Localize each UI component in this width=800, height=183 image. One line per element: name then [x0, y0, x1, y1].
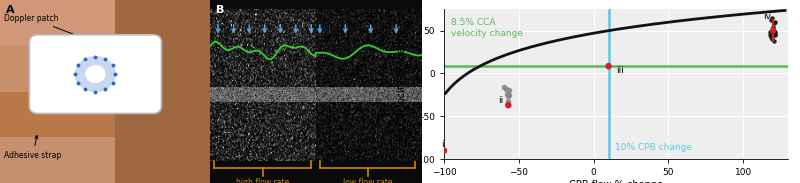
- Point: [765, 17, 778, 20]
- Text: high flow rate: high flow rate: [236, 178, 290, 183]
- Point: [502, 88, 515, 91]
- Text: 8.5% CCA
velocity change: 8.5% CCA velocity change: [451, 18, 523, 38]
- FancyBboxPatch shape: [0, 137, 210, 183]
- Point: [767, 25, 780, 28]
- Y-axis label: Max velocity % change: Max velocity % change: [398, 28, 407, 141]
- Point: [765, 35, 778, 38]
- Point: [769, 31, 782, 33]
- Text: i: i: [441, 140, 444, 149]
- Point: [764, 33, 777, 36]
- Point: [502, 94, 514, 97]
- Text: Doppler patch: Doppler patch: [4, 14, 90, 41]
- Point: [767, 39, 780, 42]
- Text: ii: ii: [498, 96, 503, 105]
- FancyBboxPatch shape: [115, 0, 210, 183]
- Point: [766, 34, 779, 37]
- Point: [765, 31, 778, 34]
- Point: [766, 32, 779, 35]
- Point: [502, 93, 515, 96]
- Point: [769, 32, 782, 35]
- Point: [764, 31, 777, 34]
- Point: [766, 29, 779, 32]
- Polygon shape: [75, 57, 115, 92]
- Point: [501, 92, 514, 95]
- Text: A: A: [6, 5, 15, 16]
- Text: C: C: [399, 0, 409, 3]
- Text: B: B: [216, 5, 224, 16]
- Point: [498, 85, 510, 88]
- Point: [766, 38, 778, 41]
- FancyBboxPatch shape: [210, 0, 422, 183]
- FancyBboxPatch shape: [0, 92, 210, 137]
- Text: Adhesive strap: Adhesive strap: [4, 136, 62, 160]
- Point: [602, 65, 615, 68]
- Point: [769, 21, 782, 24]
- Point: [766, 28, 779, 31]
- Text: iv: iv: [763, 12, 771, 20]
- Point: [768, 29, 781, 32]
- FancyBboxPatch shape: [0, 46, 210, 92]
- FancyBboxPatch shape: [30, 35, 162, 113]
- Point: [499, 88, 512, 91]
- Point: [765, 19, 778, 22]
- Point: [502, 104, 514, 107]
- FancyBboxPatch shape: [0, 0, 210, 46]
- Text: 10% CPB change: 10% CPB change: [614, 143, 691, 152]
- Point: [769, 34, 782, 37]
- Text: iii: iii: [616, 66, 624, 75]
- X-axis label: CPB flow % change: CPB flow % change: [569, 180, 663, 183]
- Text: low flow rate: low flow rate: [342, 178, 392, 183]
- Point: [767, 22, 780, 25]
- Polygon shape: [86, 66, 105, 82]
- Point: [438, 149, 450, 152]
- Point: [502, 99, 514, 102]
